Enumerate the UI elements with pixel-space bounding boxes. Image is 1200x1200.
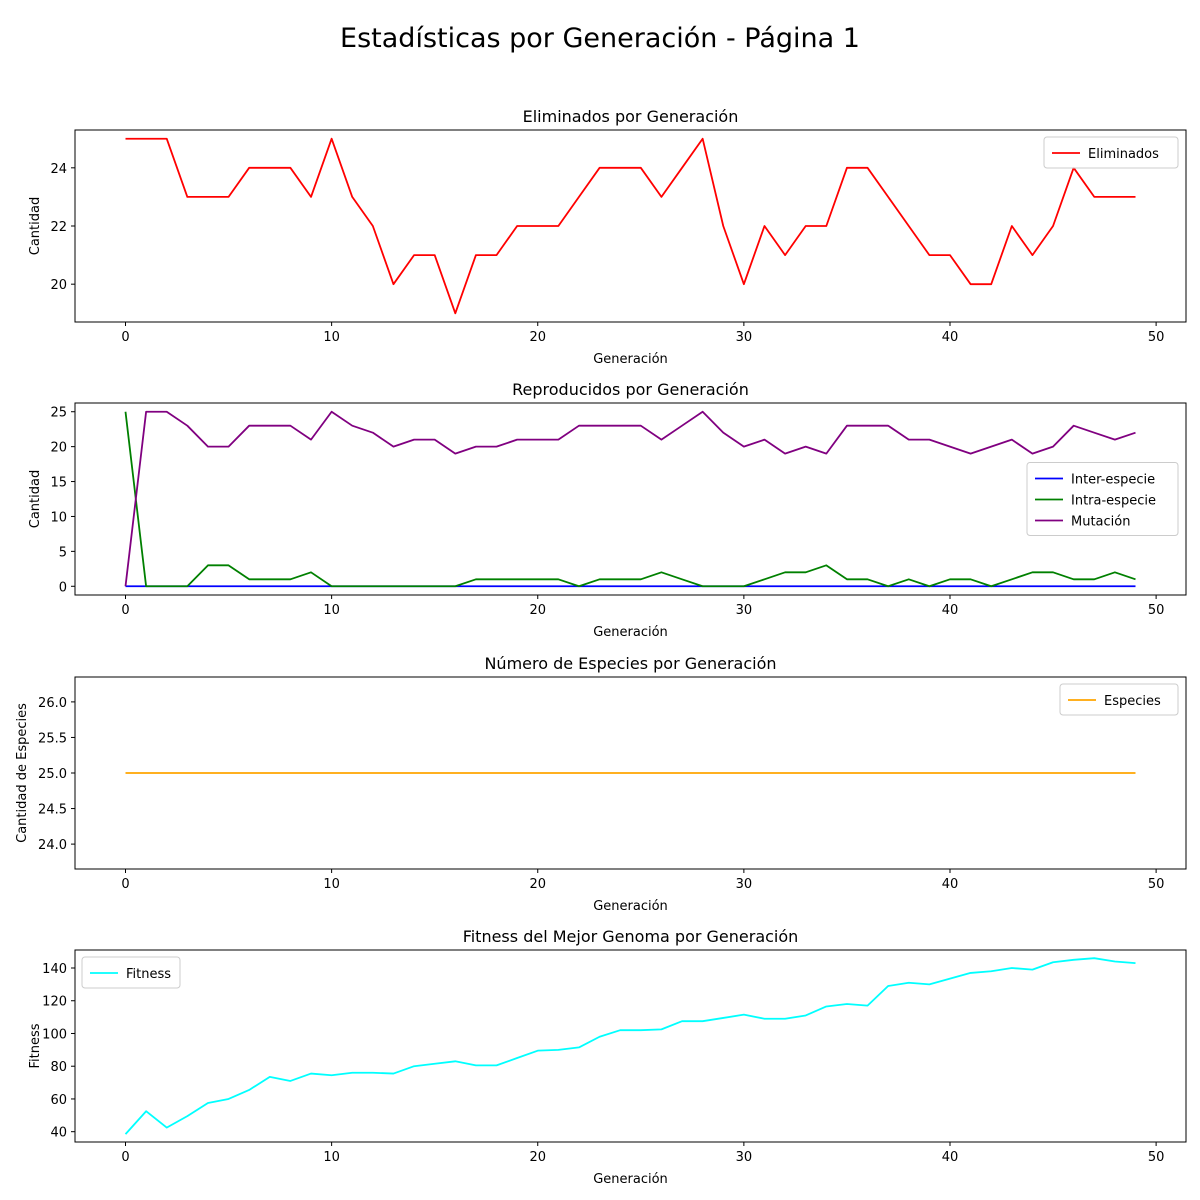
legend-label: Fitness: [126, 967, 171, 982]
x-tick-label: 10: [323, 877, 340, 892]
legend-box: [1043, 136, 1179, 169]
subplot-2: Reproducidos por Generación 0 10 20 30 40 50 0 5…: [28, 380, 1187, 640]
axes-frame: [74, 402, 1187, 596]
x-tick-label: 30: [736, 330, 753, 345]
axes-frame: [74, 949, 1187, 1143]
x-tick-label: 20: [529, 877, 546, 892]
y-axis-label: Cantidad: [28, 197, 43, 255]
y-tick-label: 25.0: [38, 767, 67, 782]
y-tick-label: 26.0: [38, 696, 67, 711]
x-tick-label: 30: [736, 603, 753, 618]
legend: Fitness: [81, 956, 181, 989]
y-tick-label: 24.5: [38, 803, 67, 818]
series-line-eliminados: [125, 137, 1136, 315]
subplot-title: Fitness del Mejor Genoma por Generación: [463, 927, 799, 946]
y-axis-label: Fitness: [28, 1023, 43, 1068]
x-tick-label: 50: [1148, 1150, 1165, 1165]
y-tick-label: 120: [42, 995, 67, 1010]
subplot-1: Eliminados por Generación 0 10 20 30 40 50 20 22…: [28, 107, 1187, 367]
x-tick-label: 50: [1148, 330, 1165, 345]
y-tick-label: 24.0: [38, 838, 67, 853]
legend-label: Intra-especie: [1071, 494, 1156, 509]
y-tick-label: 25: [50, 406, 67, 421]
x-tick-label: 40: [942, 330, 959, 345]
y-tick-label: 20: [50, 441, 67, 456]
x-tick-label: 0: [121, 603, 129, 618]
x-tick-label: 40: [942, 1150, 959, 1165]
series-line-intra-especie: [124, 411, 1136, 588]
legend-box: [1059, 683, 1179, 716]
legend-label: Especies: [1104, 694, 1161, 709]
legend-label: Inter-especie: [1071, 473, 1155, 488]
y-axis-label: Cantidad de Especies: [15, 703, 30, 843]
y-tick-label: 140: [42, 962, 67, 977]
subplot-title: Reproducidos por Generación: [512, 380, 749, 399]
x-axis-label: Generación: [593, 625, 668, 640]
subplot-3: Número de Especies por Generación 0 10 20 30…: [15, 654, 1187, 914]
subplot-title: Número de Especies por Generación: [484, 654, 776, 673]
y-tick-label: 40: [50, 1126, 67, 1141]
x-axis-label: Generación: [593, 1172, 668, 1187]
y-tick-label: 15: [50, 476, 67, 491]
x-tick-label: 50: [1148, 877, 1165, 892]
series-line-fitness: [124, 957, 1136, 1135]
x-tick-label: 0: [121, 877, 129, 892]
legend: Inter-especie Intra-especie Mutación: [1026, 462, 1179, 536]
y-tick-label: 0: [59, 580, 67, 595]
y-tick-label: 22: [50, 220, 67, 235]
x-axis-label: Generación: [593, 899, 668, 914]
legend-label: Mutación: [1071, 515, 1130, 530]
subplot-4: Fitness del Mejor Genoma por Generación 0…: [28, 927, 1187, 1187]
x-tick-label: 10: [323, 603, 340, 618]
x-tick-label: 40: [942, 603, 959, 618]
y-tick-label: 5: [59, 545, 67, 560]
x-tick-label: 20: [529, 330, 546, 345]
x-tick-label: 10: [323, 1150, 340, 1165]
x-tick-label: 10: [323, 330, 340, 345]
y-tick-label: 100: [42, 1027, 67, 1042]
legend: Eliminados: [1043, 136, 1179, 169]
legend-box: [81, 956, 181, 989]
x-tick-label: 0: [121, 1150, 129, 1165]
y-tick-label: 60: [50, 1093, 67, 1108]
legend: Especies: [1059, 683, 1179, 716]
x-tick-label: 20: [529, 603, 546, 618]
x-tick-label: 30: [736, 1150, 753, 1165]
series-line-mutación: [124, 410, 1136, 587]
y-tick-label: 10: [50, 510, 67, 525]
x-tick-label: 30: [736, 877, 753, 892]
x-tick-label: 20: [529, 1150, 546, 1165]
x-axis-label: Generación: [593, 352, 668, 367]
y-tick-label: 24: [50, 162, 67, 177]
legend-box: [1026, 462, 1179, 536]
x-tick-label: 40: [942, 877, 959, 892]
figure-title: Estadísticas por Generación - Página 1: [340, 23, 860, 54]
y-tick-label: 80: [50, 1060, 67, 1075]
x-tick-label: 0: [121, 330, 129, 345]
legend-label: Eliminados: [1088, 147, 1159, 162]
subplot-title: Eliminados por Generación: [523, 107, 739, 126]
x-tick-label: 50: [1148, 603, 1165, 618]
y-tick-label: 25.5: [38, 731, 67, 746]
y-tick-label: 20: [50, 278, 67, 293]
y-axis-label: Cantidad: [28, 470, 43, 528]
